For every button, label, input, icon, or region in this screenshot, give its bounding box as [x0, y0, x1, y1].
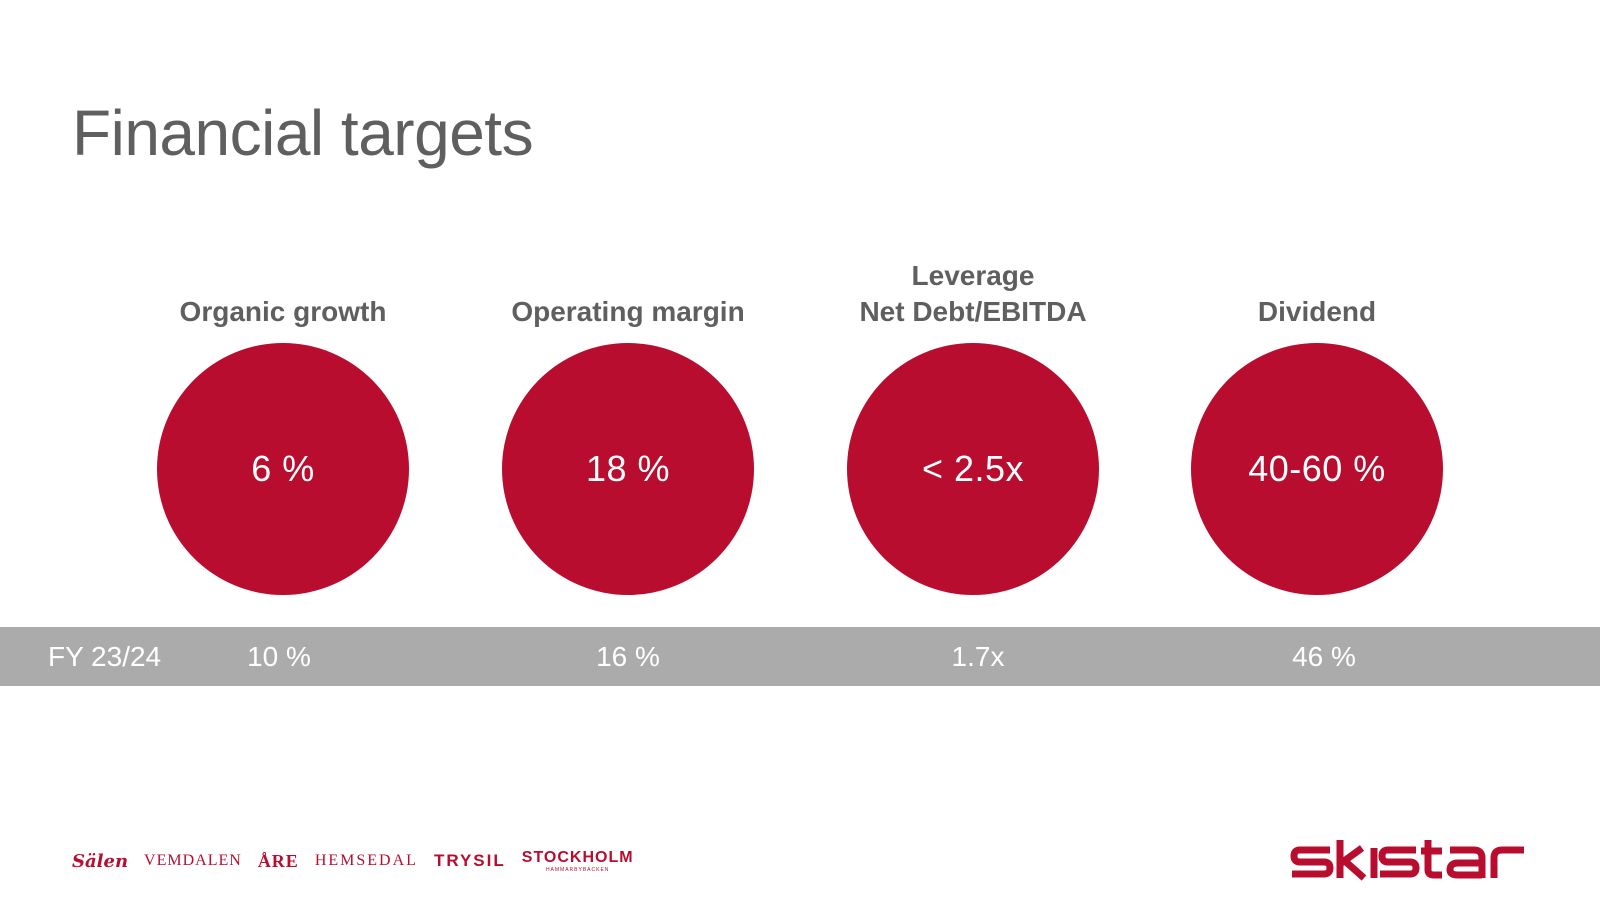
brand-stockholm-name: STOCKHOLM: [521, 848, 634, 866]
target-label-line: Organic growth: [179, 296, 387, 327]
brand-are-logo: ÅRE: [257, 850, 299, 871]
target-operating-margin: Operating margin 18 %: [478, 255, 778, 600]
target-dividend: Dividend 40-60 %: [1167, 255, 1467, 600]
target-label-line: Leverage: [911, 260, 1035, 291]
target-circle: < 2.5x: [847, 343, 1099, 595]
target-circle: 40-60 %: [1191, 343, 1443, 595]
target-label: Dividend: [1167, 294, 1467, 330]
brand-stockholm-sub: HAMMARBYBACKEN: [545, 866, 610, 873]
actual-leverage: 1.7x: [951, 641, 1005, 672]
target-label-line: Net Debt/EBITDA: [859, 296, 1087, 327]
target-value: 18 %: [585, 448, 671, 489]
brand-trysil-logo: TRYSIL: [433, 851, 506, 870]
brand-salen-logo: Sälen: [72, 850, 129, 872]
brand-hemsedal-logo: HEMSEDAL: [314, 852, 418, 869]
actuals-period: FY 23/24: [48, 641, 162, 672]
actual-organic-growth: 10 %: [247, 641, 311, 672]
target-label: Leverage Net Debt/EBITDA: [823, 258, 1123, 330]
target-label: Operating margin: [478, 294, 778, 330]
target-circle: 6 %: [157, 343, 409, 595]
target-leverage: Leverage Net Debt/EBITDA < 2.5x: [823, 255, 1123, 600]
slide-title: Financial targets: [72, 97, 534, 169]
target-organic-growth: Organic growth 6 %: [133, 255, 433, 600]
brand-stockholm-logo: STOCKHOLM HAMMARBYBACKEN: [521, 848, 634, 873]
target-value: < 2.5x: [921, 448, 1025, 489]
target-label-line: Operating margin: [511, 296, 745, 327]
target-value: 40-60 %: [1248, 448, 1386, 489]
actual-dividend: 46 %: [1292, 641, 1356, 672]
target-label: Organic growth: [133, 294, 433, 330]
brand-vemdalen-logo: VEMDALEN: [144, 852, 242, 869]
target-label-line: Dividend: [1257, 296, 1377, 327]
actual-operating-margin: 16 %: [596, 641, 660, 672]
target-value: 6 %: [251, 448, 315, 489]
actuals-band: FY 23/24 10 % 16 % 1.7x 46 %: [0, 627, 1600, 686]
target-circle: 18 %: [502, 343, 754, 595]
skistar-logo: [1290, 840, 1524, 881]
destination-brands: Sälen VEMDALEN ÅRE HEMSEDAL TRYSIL STOCK…: [72, 846, 634, 876]
